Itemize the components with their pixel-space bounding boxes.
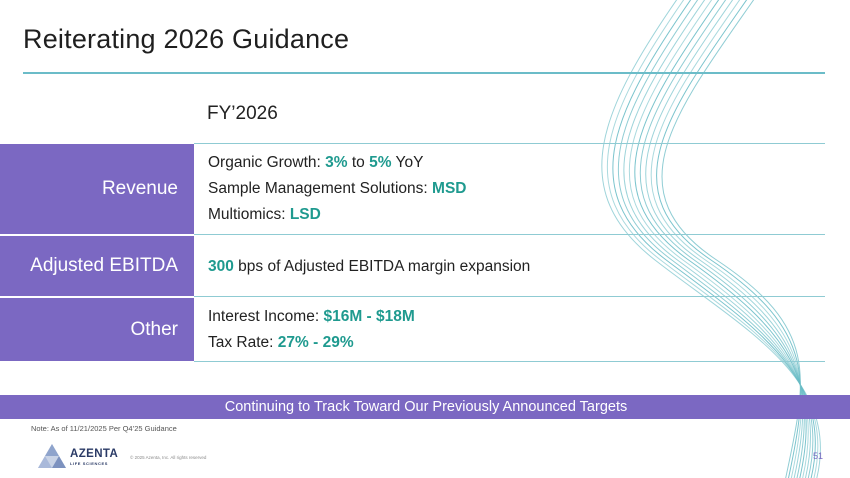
- row-label-other: Other: [0, 298, 194, 361]
- highlight-value: 300: [208, 258, 234, 275]
- row-divider: [194, 296, 825, 297]
- guidance-line: Sample Management Solutions: MSD: [208, 180, 466, 198]
- highlight-value: 3%: [325, 154, 348, 171]
- guidance-row-other: Other Interest Income: $16M - $18M Tax R…: [0, 298, 825, 361]
- row-label-adjusted-ebitda: Adjusted EBITDA: [0, 236, 194, 296]
- line-text: to: [347, 154, 370, 171]
- label-divider: [0, 234, 194, 236]
- line-text: bps of Adjusted EBITDA margin expansion: [233, 258, 531, 275]
- guidance-line: Organic Growth: 3% to 5% YoY: [208, 154, 423, 172]
- azenta-logo-icon: [38, 444, 66, 468]
- table-bottom-rule: [194, 361, 825, 362]
- guidance-row-adjusted-ebitda: Adjusted EBITDA 300 bps of Adjusted EBIT…: [0, 236, 825, 296]
- row-divider: [194, 234, 825, 235]
- line-text: Tax Rate:: [208, 334, 278, 351]
- line-text: Multiomics:: [208, 206, 290, 223]
- row-body-other: Interest Income: $16M - $18M Tax Rate: 2…: [194, 298, 825, 361]
- line-text: Interest Income:: [208, 308, 324, 325]
- highlight-value: 27% - 29%: [277, 334, 354, 351]
- table-top-rule: [194, 143, 825, 144]
- guidance-row-revenue: Revenue Organic Growth: 3% to 5% YoY Sam…: [0, 144, 825, 234]
- decorative-wave-lines: [601, 0, 821, 478]
- targets-banner: Continuing to Track Toward Our Previousl…: [0, 395, 850, 419]
- guidance-line: Tax Rate: 27% - 29%: [208, 334, 354, 352]
- guidance-line: Multiomics: LSD: [208, 206, 321, 224]
- highlight-value: $16M - $18M: [323, 308, 415, 325]
- footnote: Note: As of 11/21/2025 Per Q4’25 Guidanc…: [31, 424, 177, 433]
- line-text: Sample Management Solutions:: [208, 180, 433, 197]
- logo-tagline: LIFE SCIENCES: [70, 461, 109, 466]
- copyright-text: © 2025 Azenta, Inc. All rights reserved: [130, 455, 207, 460]
- slide-title: Reiterating 2026 Guidance: [23, 24, 350, 54]
- line-text: YoY: [391, 154, 424, 171]
- title-divider: [23, 72, 825, 74]
- highlight-value: LSD: [289, 206, 321, 223]
- row-body-adjusted-ebitda: 300 bps of Adjusted EBITDA margin expans…: [194, 236, 825, 296]
- label-divider: [0, 296, 194, 298]
- page-number: 51: [813, 451, 824, 461]
- wave-line: [661, 0, 801, 478]
- logo-wordmark: AZENTA: [70, 448, 119, 460]
- highlight-value: MSD: [432, 180, 467, 197]
- column-header-fy2026: FY’2026: [207, 103, 278, 124]
- guidance-line: Interest Income: $16M - $18M: [208, 308, 415, 326]
- highlight-value: 5%: [369, 154, 392, 171]
- row-body-revenue: Organic Growth: 3% to 5% YoY Sample Mana…: [194, 144, 825, 234]
- line-text: Organic Growth:: [208, 154, 326, 171]
- row-label-revenue: Revenue: [0, 144, 194, 234]
- guidance-line: 300 bps of Adjusted EBITDA margin expans…: [208, 258, 530, 276]
